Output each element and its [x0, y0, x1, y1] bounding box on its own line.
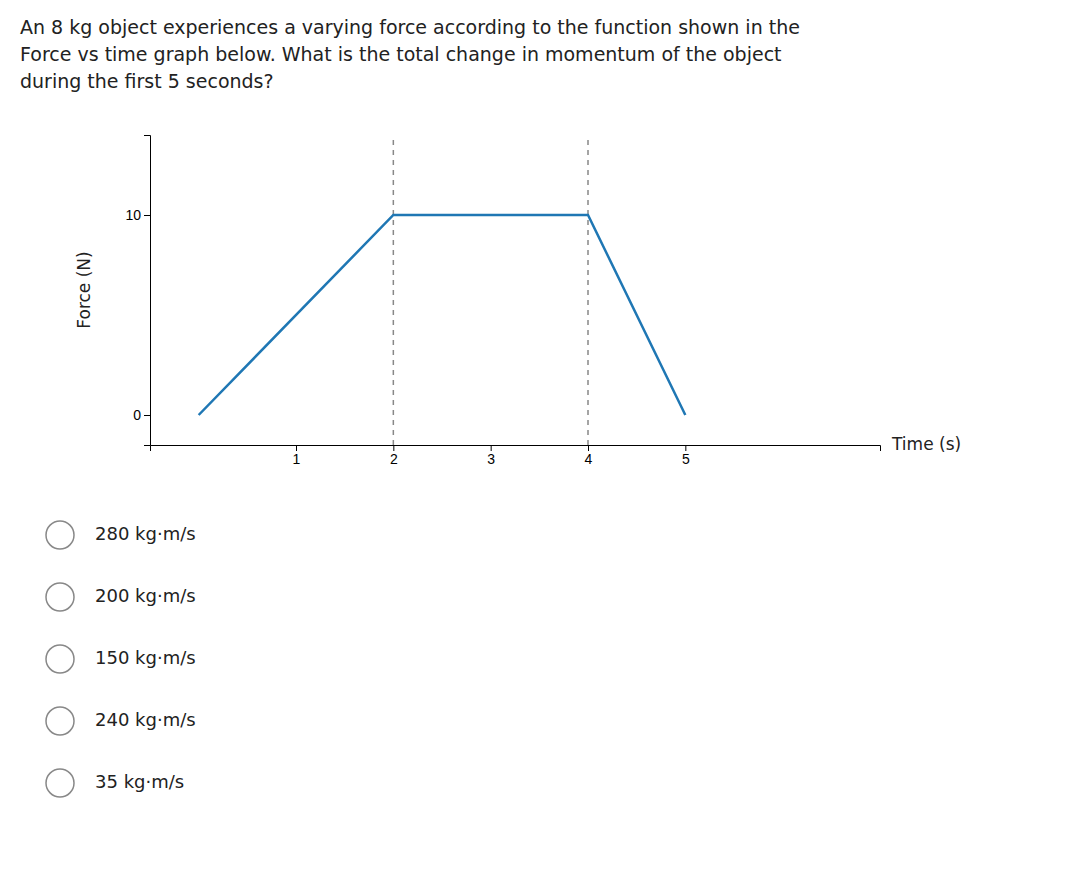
tick-label: 2	[390, 451, 398, 467]
tick: 4	[585, 445, 593, 467]
title: An 8 kg object experiences a varying for…	[20, 16, 800, 92]
tick-mark	[144, 415, 150, 416]
title-line: An 8 kg object experiences a varying for…	[20, 16, 800, 38]
tick-label: 5	[682, 451, 690, 467]
reference-line	[587, 135, 589, 445]
choice-circle	[46, 521, 74, 549]
tick: 2	[390, 445, 398, 467]
choice-label: 240 kg·m/s	[95, 709, 196, 730]
data-line	[199, 215, 686, 415]
choice-label: 280 kg·m/s	[95, 523, 196, 544]
choices: 280 kg·m/s 200 kg·m/s 150 kg·m/s 240 kg·m/s…	[46, 521, 196, 797]
tick: 5	[682, 445, 690, 467]
choice-circle	[46, 645, 74, 673]
tick: 10	[125, 207, 150, 223]
tick-label: 0	[133, 407, 141, 423]
choice-label: 35 kg·m/s	[95, 771, 184, 792]
title-line: Force vs time graph below. What is the t…	[20, 43, 782, 65]
choice-circle	[46, 707, 74, 735]
title-line: during the first 5 seconds?	[20, 70, 274, 92]
chart: An 8 kg object experiences a varying for…	[0, 0, 1084, 871]
tick-label: 10	[125, 207, 141, 223]
tick: 1	[293, 445, 301, 467]
choice-label: 150 kg·m/s	[95, 647, 196, 668]
plot-area	[199, 135, 686, 445]
tick: 3	[487, 445, 495, 467]
tick-mark	[144, 215, 150, 216]
y-axis-label: Force (N)	[74, 251, 94, 328]
axis-line	[144, 136, 151, 446]
choice-circle	[46, 583, 74, 611]
reference-line	[393, 135, 395, 445]
tick-label: 4	[585, 451, 593, 467]
tick-label: 3	[487, 451, 495, 467]
tick: 0	[133, 407, 150, 423]
x-axis: 1 2 3 4 5	[151, 445, 881, 467]
axis-line	[151, 446, 881, 452]
choice-circle	[46, 769, 74, 797]
tick-label: 1	[293, 451, 301, 467]
choice-label: 200 kg·m/s	[95, 585, 196, 606]
x-axis-label: Time (s)	[891, 434, 961, 454]
y-axis: 0 10	[125, 136, 150, 446]
